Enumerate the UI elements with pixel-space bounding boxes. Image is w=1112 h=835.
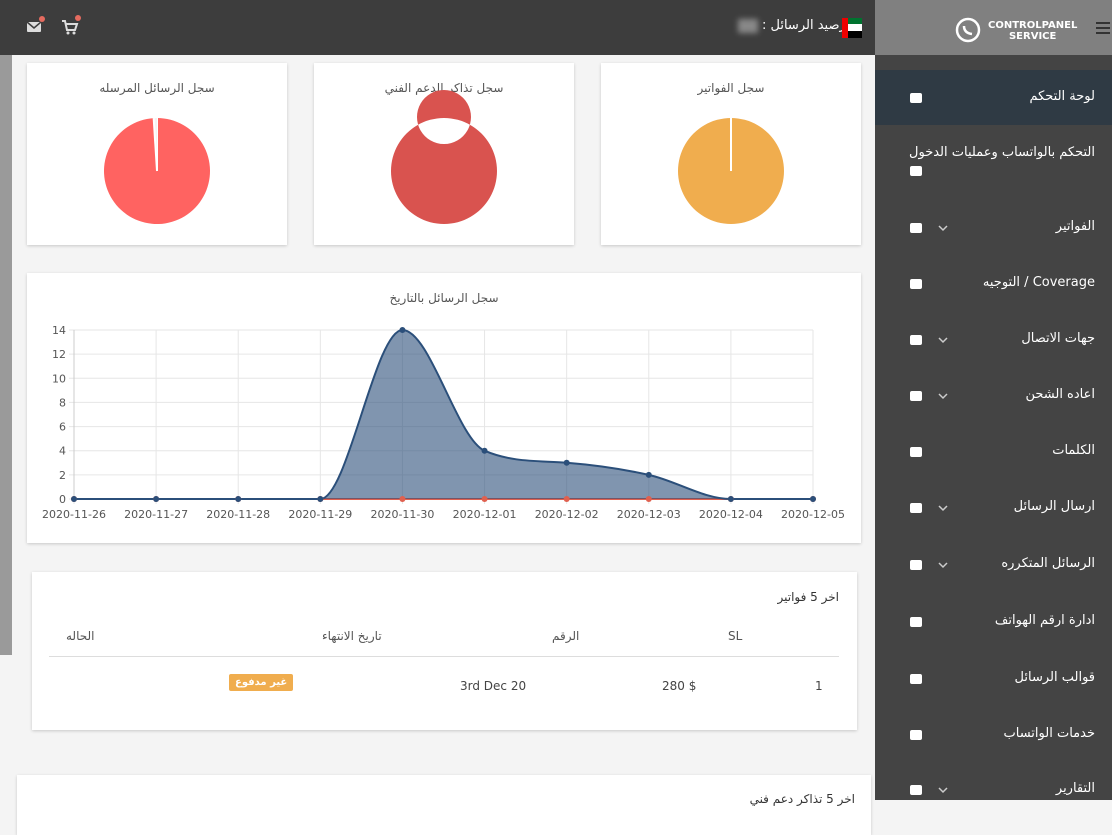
- card: [27, 273, 861, 543]
- table-header: تاريخ الانتهاء: [322, 629, 382, 643]
- sidebar-icon: [910, 560, 922, 570]
- sidebar-item[interactable]: خدمات الواتساب: [1003, 726, 1095, 741]
- table-cell: 3rd Dec 20: [460, 679, 527, 693]
- status-badge: غير مدفوع: [229, 674, 294, 691]
- sidebar-icon: [910, 93, 922, 103]
- sidebar-icon: [910, 166, 922, 176]
- sidebar-icon: [910, 617, 922, 627]
- logo-line: SERVICE: [1008, 31, 1057, 42]
- sidebar-icon: [910, 730, 922, 740]
- logo-icon: [955, 17, 981, 43]
- sidebar-icon: [910, 279, 922, 289]
- sidebar-item[interactable]: ادارة ارقم الهواتف: [994, 613, 1095, 628]
- sidebar-item[interactable]: الرسائل المتكرره: [1001, 556, 1095, 571]
- top-icons: [26, 15, 81, 35]
- sidebar-item[interactable]: التقارير: [1055, 781, 1095, 796]
- card: [314, 63, 574, 245]
- chevron: [938, 562, 948, 569]
- sidebar: CONTROLPANEL SERVICE لوحة التحكم التحكم ب…: [875, 0, 1112, 800]
- balance-label: رصيد الرسائل :: [762, 18, 846, 33]
- sidebar-item[interactable]: التحكم بالواتساب وعمليات الدخول: [909, 145, 1095, 160]
- next-card: اخر 5 تذاكر دعم فني: [17, 775, 871, 835]
- table-card: اخر 5 فواتير SL الرقم تاريخ الانتهاء الح…: [32, 572, 857, 730]
- chevron: [938, 393, 948, 400]
- card: [27, 63, 287, 245]
- next-card-title: اخر 5 تذاكر دعم فني: [749, 792, 855, 806]
- chevron: [938, 505, 948, 512]
- table-header: SL: [728, 629, 743, 643]
- logo-text: CONTROLPANEL SERVICE: [988, 20, 1077, 42]
- flag: [842, 18, 862, 38]
- sidebar-item[interactable]: الفواتير: [1055, 219, 1095, 234]
- sidebar-icon: [910, 674, 922, 684]
- sidebar-icons: [910, 93, 948, 795]
- sidebar-item[interactable]: جهات الاتصال: [1021, 331, 1095, 346]
- sidebar-icon: [910, 447, 922, 457]
- table-cell: 280 $: [662, 679, 697, 693]
- logo-line: CONTROLPANEL: [988, 20, 1078, 31]
- table-header: الحاله: [66, 629, 95, 643]
- sidebar-item[interactable]: Coverage / التوجيه: [982, 275, 1095, 290]
- balance-value-blurred: [738, 19, 758, 33]
- sidebar-icon: [910, 785, 922, 795]
- sidebar-icon: [910, 335, 922, 345]
- scroll-strip: [0, 55, 12, 655]
- chevron: [938, 225, 948, 232]
- chevron: [938, 787, 948, 794]
- sidebar-item[interactable]: الكلمات: [1052, 443, 1095, 458]
- table-header: الرقم: [552, 629, 580, 643]
- sidebar-item[interactable]: قوالب الرسائل: [1014, 670, 1095, 685]
- table-title: اخر 5 فواتير: [777, 590, 840, 604]
- sidebar-item[interactable]: لوحة التحكم: [1029, 89, 1095, 104]
- menu-toggle[interactable]: [1096, 20, 1112, 36]
- cart-icon[interactable]: [62, 20, 79, 31]
- sidebar-icon: [910, 223, 922, 233]
- sidebar-item[interactable]: اعاده الشحن: [1025, 387, 1095, 402]
- sidebar-icon: [910, 503, 922, 513]
- logo-area: CONTROLPANEL SERVICE: [875, 0, 1112, 55]
- sidebar-item[interactable]: ارسال الرسائل: [1013, 499, 1095, 514]
- chevron: [938, 337, 948, 344]
- sidebar-icon: [910, 391, 922, 401]
- table-cell: 1: [815, 679, 823, 693]
- top-bar: رصيد الرسائل :: [0, 0, 875, 55]
- table-divider: [49, 656, 839, 657]
- card: [601, 63, 861, 245]
